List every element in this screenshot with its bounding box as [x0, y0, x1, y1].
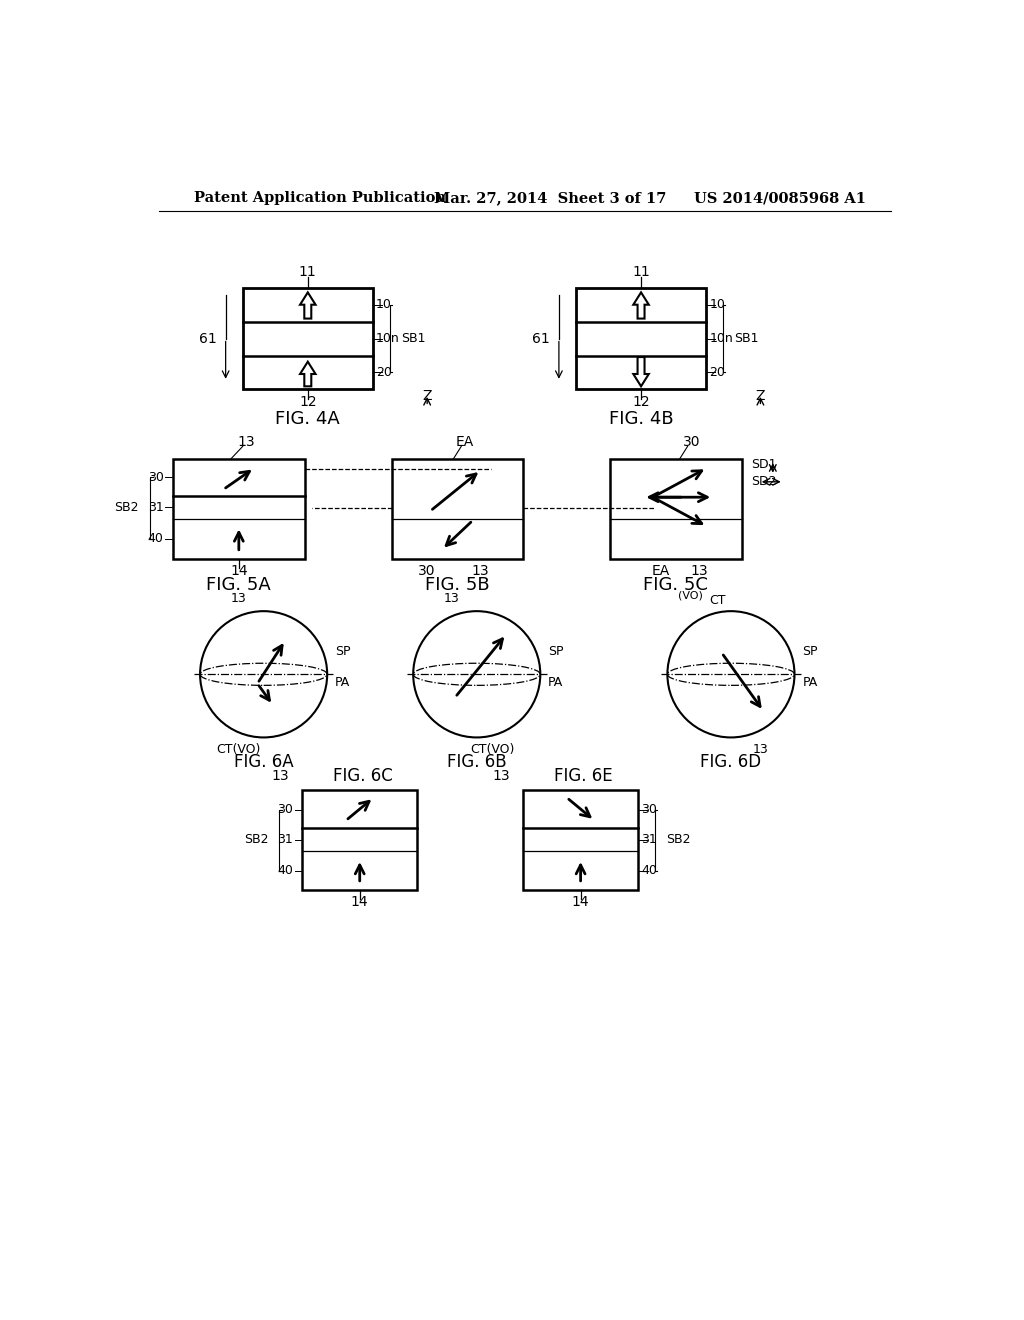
Text: CT: CT — [709, 594, 725, 607]
Text: 40: 40 — [641, 865, 657, 878]
Text: 14: 14 — [571, 895, 590, 909]
Text: FIG. 6B: FIG. 6B — [446, 754, 507, 771]
Text: SP: SP — [802, 644, 818, 657]
Text: SB1: SB1 — [400, 333, 425, 345]
Polygon shape — [633, 358, 649, 387]
Text: Z: Z — [756, 388, 765, 403]
Text: 30: 30 — [683, 434, 700, 449]
Text: Mar. 27, 2014  Sheet 3 of 17: Mar. 27, 2014 Sheet 3 of 17 — [434, 191, 667, 206]
Text: 10: 10 — [710, 298, 725, 312]
Text: 31: 31 — [641, 833, 656, 846]
Polygon shape — [300, 362, 315, 387]
Text: 13: 13 — [444, 593, 460, 606]
Text: SP: SP — [548, 644, 563, 657]
Text: FIG. 4B: FIG. 4B — [608, 409, 674, 428]
Text: US 2014/0085968 A1: US 2014/0085968 A1 — [693, 191, 865, 206]
Text: 30: 30 — [641, 804, 657, 816]
Text: 12: 12 — [632, 395, 650, 409]
Text: FIG. 4A: FIG. 4A — [275, 409, 340, 428]
Text: SD2: SD2 — [751, 475, 776, 488]
Text: 13: 13 — [493, 770, 510, 783]
Text: 13: 13 — [472, 564, 489, 578]
Polygon shape — [300, 293, 315, 318]
Text: 61: 61 — [199, 331, 216, 346]
Text: 10n: 10n — [710, 333, 733, 345]
Text: 13: 13 — [238, 434, 255, 449]
Text: 11: 11 — [299, 265, 316, 280]
Text: SD1: SD1 — [751, 458, 776, 471]
Text: 14: 14 — [230, 564, 248, 578]
Text: PA: PA — [802, 676, 817, 689]
Text: 20: 20 — [376, 366, 392, 379]
Text: SP: SP — [335, 644, 350, 657]
Text: FIG. 6D: FIG. 6D — [700, 754, 762, 771]
Text: 13: 13 — [231, 593, 247, 606]
Text: 13: 13 — [753, 743, 768, 756]
Text: SB2: SB2 — [244, 833, 268, 846]
Text: EA: EA — [651, 564, 670, 578]
Text: 40: 40 — [278, 865, 293, 878]
Text: 31: 31 — [278, 833, 293, 846]
Text: 40: 40 — [147, 532, 164, 545]
Text: FIG. 6A: FIG. 6A — [233, 754, 294, 771]
Text: FIG. 6E: FIG. 6E — [554, 767, 613, 785]
Text: PA: PA — [335, 676, 350, 689]
Text: Patent Application Publication: Patent Application Publication — [194, 191, 445, 206]
Text: SB2: SB2 — [115, 500, 139, 513]
Text: 13: 13 — [271, 770, 290, 783]
Text: FIG. 5A: FIG. 5A — [207, 576, 271, 594]
Text: FIG. 5B: FIG. 5B — [425, 576, 489, 594]
Text: 12: 12 — [299, 395, 316, 409]
Text: 11: 11 — [632, 265, 650, 280]
Text: SB2: SB2 — [666, 833, 690, 846]
Text: FIG. 6C: FIG. 6C — [334, 767, 393, 785]
Polygon shape — [633, 293, 649, 318]
Text: CT(VO): CT(VO) — [217, 743, 261, 756]
Text: FIG. 5C: FIG. 5C — [643, 576, 709, 594]
Text: Z: Z — [423, 388, 432, 403]
Text: (VO): (VO) — [678, 591, 703, 601]
Text: PA: PA — [548, 676, 563, 689]
Text: EA: EA — [456, 434, 474, 449]
Text: CT(VO): CT(VO) — [470, 743, 514, 756]
Text: SB1: SB1 — [734, 333, 759, 345]
Text: 13: 13 — [690, 564, 708, 578]
Text: 30: 30 — [418, 564, 435, 578]
Text: 10n: 10n — [376, 333, 399, 345]
Text: 30: 30 — [147, 471, 164, 483]
Text: 31: 31 — [147, 500, 164, 513]
Text: 10: 10 — [376, 298, 392, 312]
Text: 20: 20 — [710, 366, 725, 379]
Text: 30: 30 — [278, 804, 293, 816]
Text: 61: 61 — [531, 331, 550, 346]
Text: 14: 14 — [351, 895, 369, 909]
